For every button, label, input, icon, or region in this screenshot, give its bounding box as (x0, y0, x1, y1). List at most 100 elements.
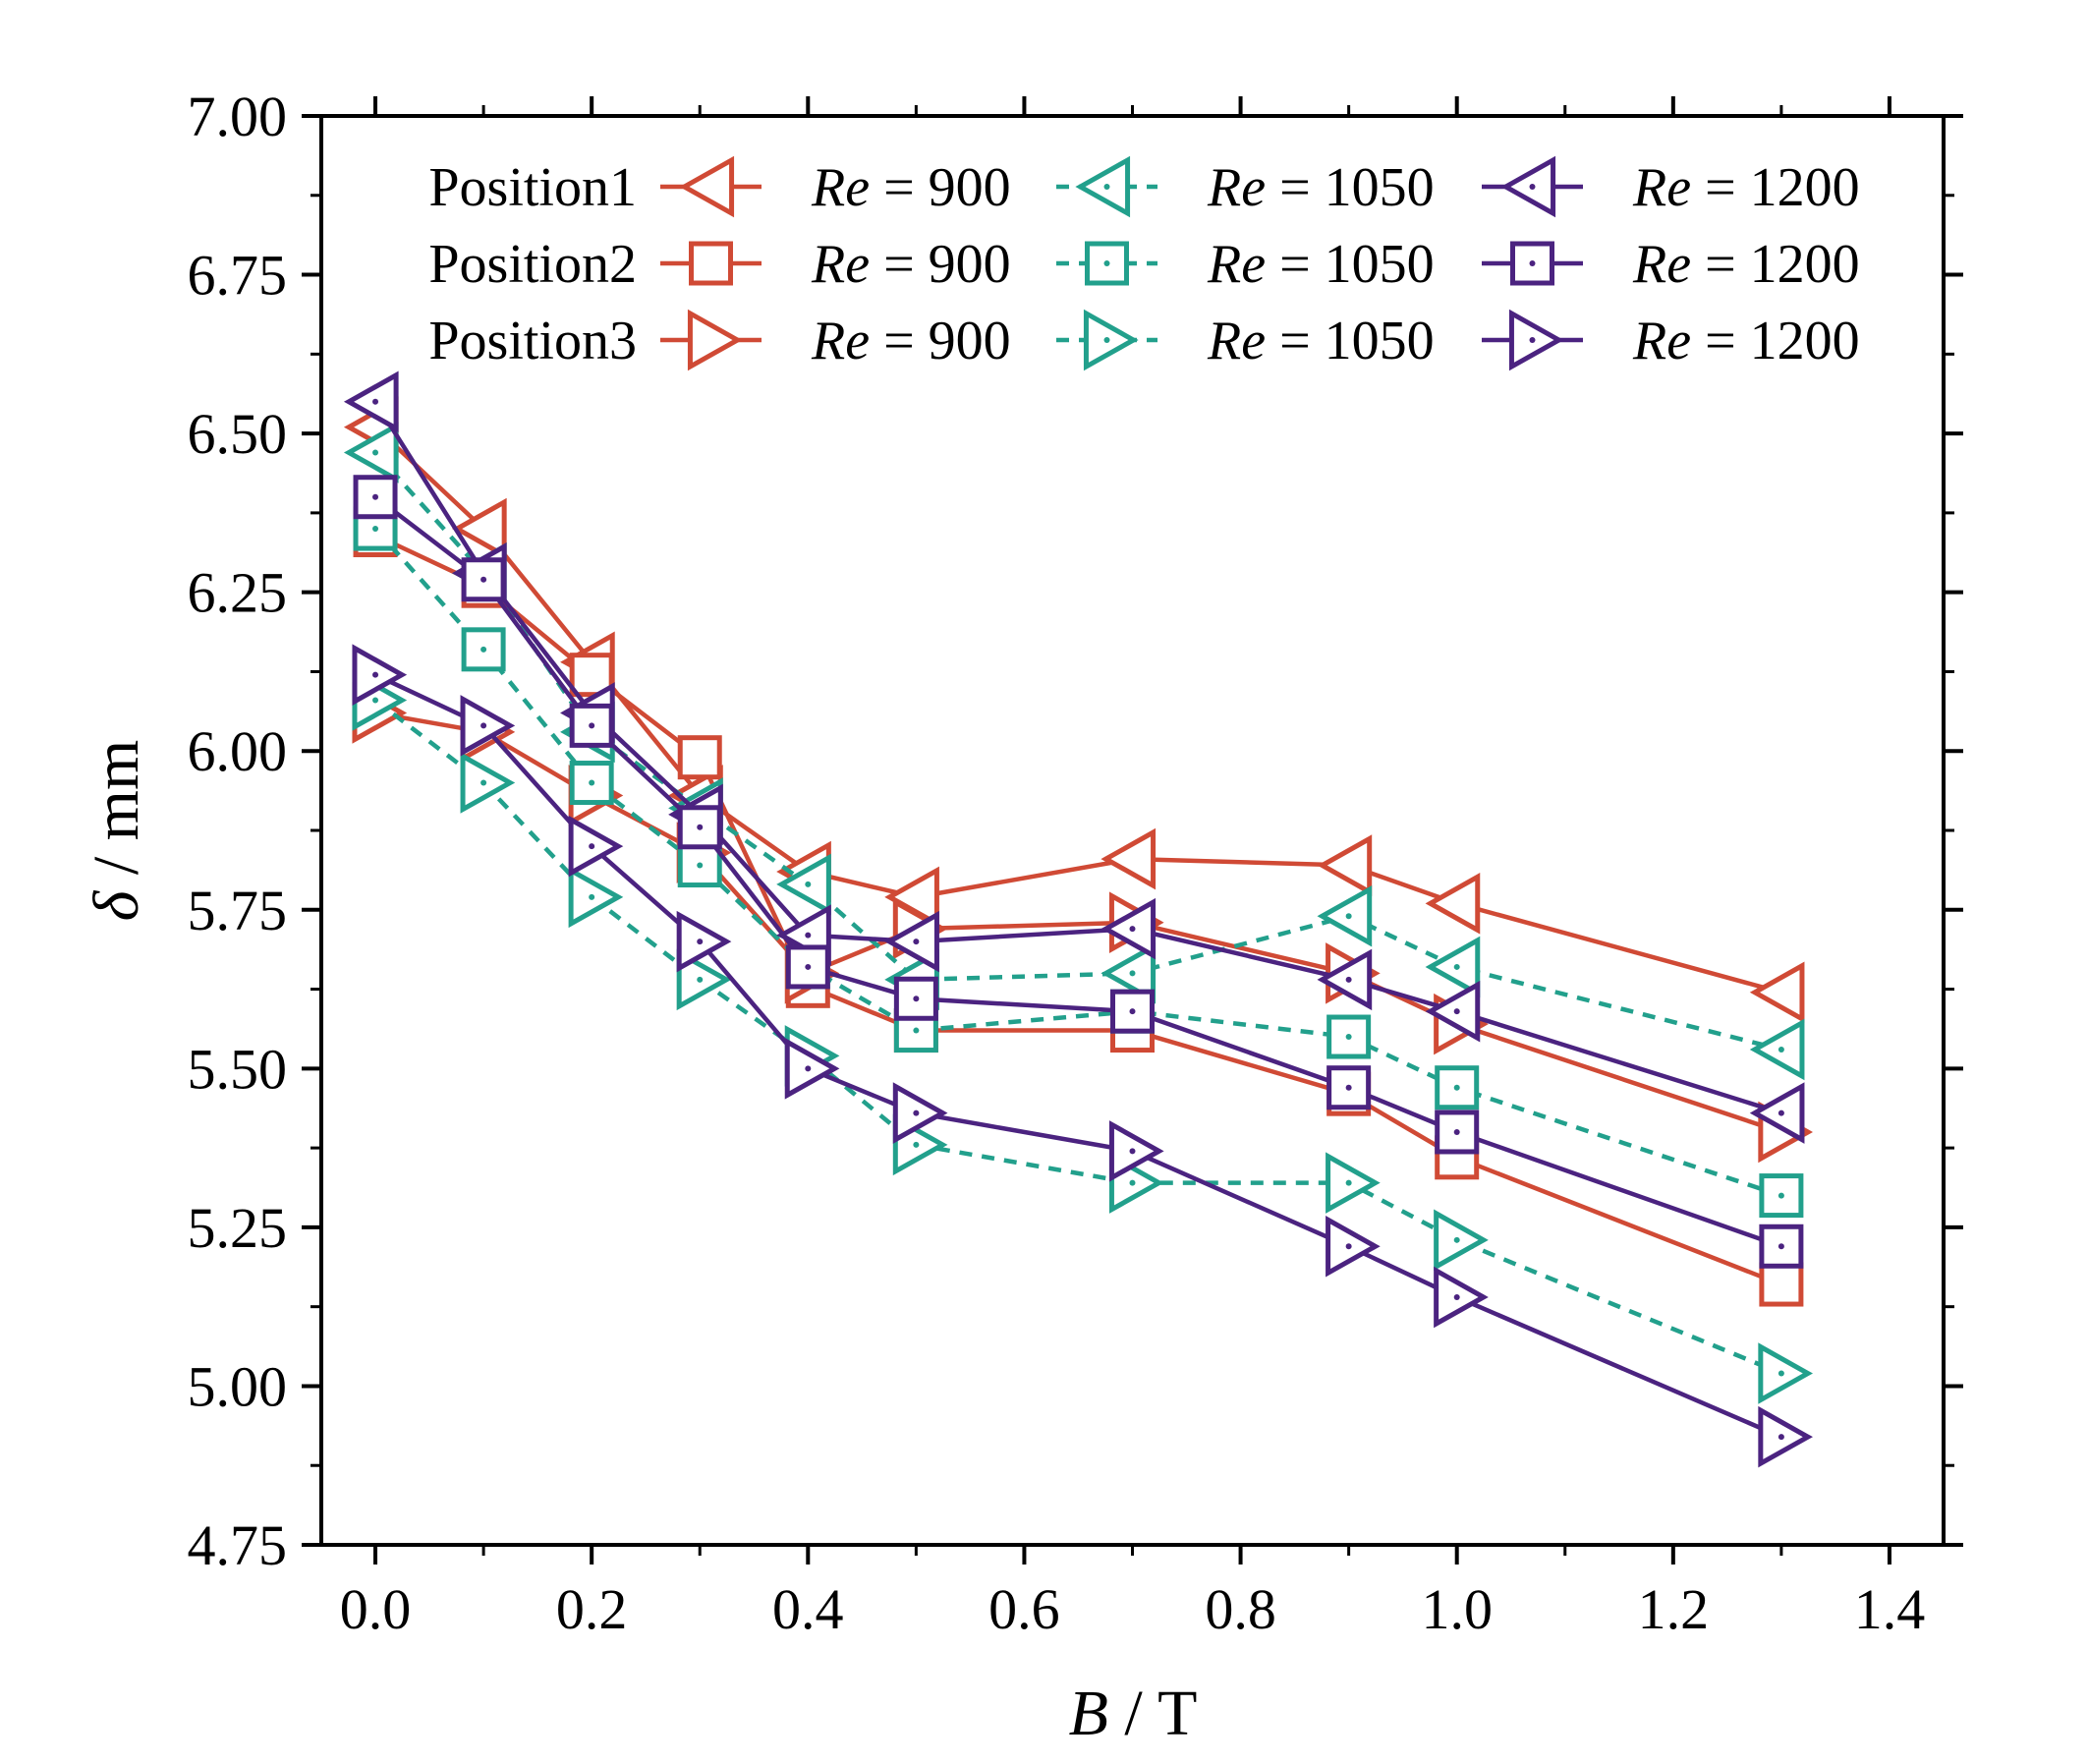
series-position1-re900-point (1425, 873, 1481, 935)
series-position3-re1200-point (784, 1038, 840, 1100)
series-position3-re1200-point-dot (372, 671, 379, 678)
series-position2-re900-point (677, 735, 722, 780)
series-position1-re1050-point-dot (1129, 970, 1136, 977)
series-position3-re1200-line (374, 672, 1782, 1440)
legend-marker-dot (1103, 260, 1110, 266)
series-position3-re1050-point-dot (1345, 1179, 1352, 1186)
legend-re-value: = 1050 (1266, 234, 1435, 295)
series-position1-re1050-point (776, 853, 831, 916)
x-tick-label: 0.6 (988, 1577, 1060, 1641)
series-position1-re900-point (1100, 827, 1157, 890)
series-position1-re1050-point (1317, 884, 1373, 947)
series-position1-re1050-line (373, 450, 1782, 1053)
series-position2-re1200-point-dot (805, 963, 812, 970)
series-position3-re1050-point-dot (913, 1141, 920, 1148)
legend-re-symbol: Re (1632, 157, 1691, 218)
series-position1-re1200-point-dot (805, 932, 812, 939)
legend-marker (1075, 155, 1131, 218)
x-tick-label: 1.4 (1854, 1577, 1926, 1641)
y-tick-label: 5.75 (188, 879, 288, 942)
legend-marker (1510, 241, 1554, 286)
legend-entry-label: Re = 900 (811, 311, 1011, 371)
series-position2-re1050-point (1435, 1065, 1480, 1110)
series-position1-re900-point-shape (1100, 827, 1157, 890)
y-tick-label: 4.75 (188, 1513, 288, 1577)
legend-entry-label: Re = 1050 (1207, 157, 1435, 218)
legend-re-symbol: Re (811, 234, 870, 295)
series-position2-re1050-point (1326, 1014, 1372, 1059)
series-position3-re1050-point (568, 866, 624, 929)
series-position2-re900-point-shape (1759, 1262, 1804, 1307)
legend-marker-dot (1103, 184, 1110, 190)
series-position1-re1050-point-dot (372, 449, 379, 456)
series-position1-re1200-point-dot (1778, 1110, 1784, 1116)
series-position2-re900-point (1759, 1262, 1804, 1307)
legend-marker-shape (679, 155, 735, 218)
series-position3-re1050-point-dot (697, 976, 704, 983)
series-position3-re1050-point (1326, 1152, 1381, 1214)
series-position3-re1200-point-dot (589, 843, 595, 850)
series-position3-re1050-point-dot (1453, 1236, 1460, 1243)
series-position2-re1050-point (677, 843, 722, 888)
series-position2-re1050-point-dot (697, 862, 704, 869)
series-position3-re1050-point (460, 752, 516, 814)
series-position2-re1200-point-dot (913, 996, 920, 1002)
legend-marker-dot (1529, 184, 1536, 190)
series-position2-re1200-point (353, 475, 398, 520)
series-position2-re1050-point-dot (1453, 1084, 1460, 1091)
series-position3-re1200-point-dot (1453, 1293, 1460, 1300)
legend-entry-label: Re = 1200 (1632, 311, 1860, 371)
series-position1-re1200-point-dot (1345, 976, 1352, 983)
series-position3-re1050-point (1434, 1209, 1489, 1272)
series-position2-re1200-point (677, 805, 722, 850)
x-tick-label: 0.8 (1205, 1577, 1276, 1641)
legend-marker-dot (1529, 337, 1536, 343)
y-axis-title: δ / mm (81, 740, 152, 922)
legend-re-symbol: Re (1207, 234, 1266, 295)
legend-row-label: Position3 (428, 311, 637, 371)
series-position2-re1200-point-shape (677, 805, 722, 850)
legend-marker (1083, 309, 1139, 371)
series-position2-re1200-point-dot (1778, 1243, 1784, 1250)
series-position2-re1050-point-dot (589, 779, 595, 786)
legend-re-symbol: Re (811, 311, 870, 371)
series-position2-re1050-point-dot (913, 1027, 920, 1034)
series-position1-re1050-point (1749, 1018, 1805, 1081)
legend-re-value: = 1050 (1266, 311, 1435, 371)
y-tick-label: 6.75 (188, 244, 288, 308)
series-position2-re1200-point (461, 557, 506, 602)
x-tick-label: 1.0 (1421, 1577, 1493, 1641)
legend-marker (687, 309, 743, 371)
series-position3-re1200 (352, 644, 1814, 1468)
series-position2-re1050-line (373, 527, 1782, 1198)
series-position3-re1200-point-dot (805, 1065, 812, 1072)
series-position2-re1050-point-dot (1778, 1192, 1784, 1199)
series-position2-re1050-point-dot (372, 526, 379, 533)
series-position2-re1200-point (1326, 1065, 1372, 1110)
y-tick-label: 5.25 (188, 1196, 288, 1260)
series-position2-re1050-point (569, 761, 614, 806)
x-axis-title: B / T (1069, 1678, 1198, 1749)
series-position2-re900-point-shape (677, 735, 722, 780)
series-position3-re1200-point-dot (1778, 1434, 1784, 1441)
series-position1-re900-point-shape (1317, 834, 1373, 896)
legend-re-value: = 1200 (1691, 234, 1860, 295)
series-position2-re1200-point-shape (893, 976, 938, 1021)
legend-marker-dot (1103, 337, 1110, 343)
series-position1-re1200-point (343, 370, 399, 433)
x-axis-var: B (1069, 1678, 1108, 1749)
series-position3-re1200-point (460, 695, 516, 757)
series-position3-re1050-point-dot (1778, 1370, 1784, 1377)
series-position1-re1200-point (884, 910, 939, 973)
series-position3-re1200-point (568, 815, 624, 878)
x-tick-label: 0.2 (556, 1577, 628, 1641)
y-tick-label: 5.00 (188, 1354, 288, 1418)
legend-marker-shape (687, 309, 743, 371)
series-position1-re1200-line (373, 400, 1782, 1115)
series-position3-re1050-point-dot (372, 697, 379, 704)
series-position1-re1200 (343, 370, 1805, 1144)
series-position1-re1200-point (1100, 897, 1157, 960)
y-tick-label: 7.00 (188, 85, 288, 148)
legend-marker-dot (1529, 260, 1536, 266)
